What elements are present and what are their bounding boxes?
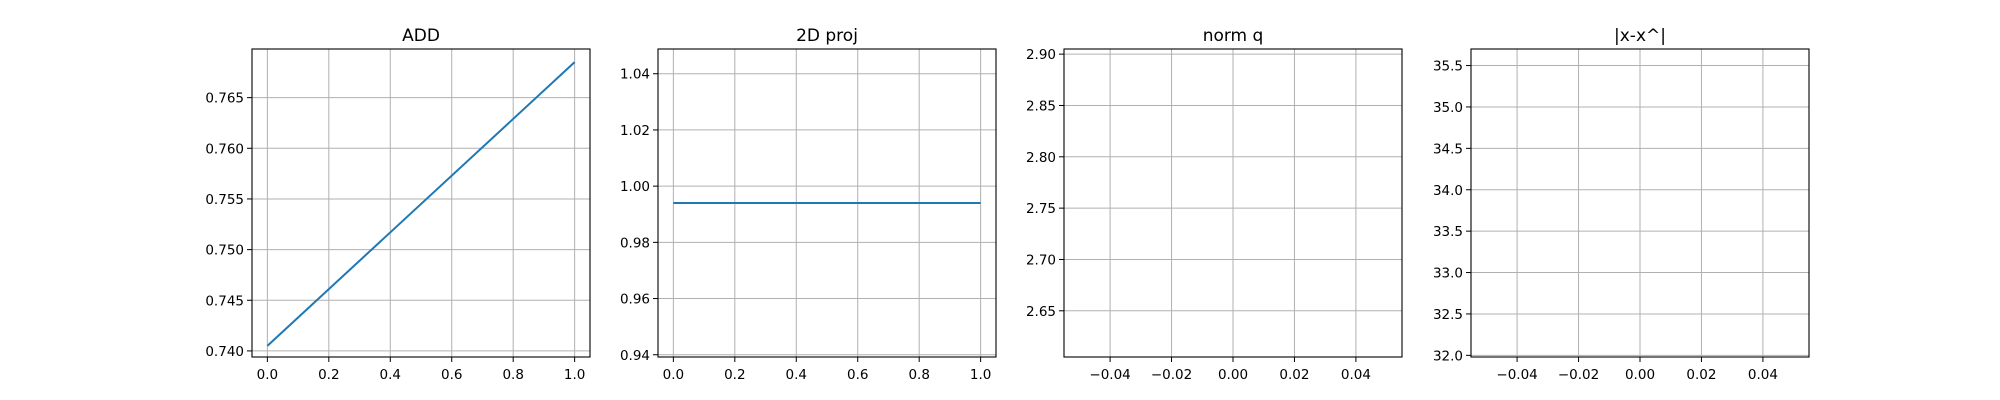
y-tick-label: 35.0 (1433, 100, 1463, 116)
y-tick-label: 0.755 (205, 192, 244, 208)
y-tick-label: 2.80 (1026, 150, 1056, 166)
x-tick-label: 0.8 (908, 367, 929, 383)
y-tick-label: 0.750 (205, 243, 244, 259)
x-tick-label: 0.02 (1686, 367, 1716, 383)
x-tick-label: −0.02 (1151, 367, 1192, 383)
y-tick-label: 32.5 (1433, 307, 1463, 323)
x-tick-label: −0.04 (1089, 367, 1130, 383)
x-tick-label: 0.0 (257, 367, 278, 383)
x-tick-label: 0.2 (318, 367, 339, 383)
x-tick-label: −0.02 (1558, 367, 1599, 383)
y-tick-label: 2.70 (1026, 252, 1056, 268)
x-tick-label: −0.04 (1496, 367, 1537, 383)
subplot-1: 0.0 0.2 0.4 0.6 0.8 1.0 0.740 0.745 0.750 0.755 0.… (205, 26, 591, 383)
subplot-grid: 0.0 0.2 0.4 0.6 0.8 1.0 0.740 0.745 0.750 0.755 0.… (205, 26, 1810, 383)
y-tick-label: 32.0 (1433, 348, 1463, 364)
y-tick-label: 2.75 (1026, 201, 1056, 217)
x-tick-label: 0.04 (1341, 367, 1371, 383)
y-tick-label: 0.760 (205, 141, 244, 157)
x-tick-label: 1.0 (564, 367, 585, 383)
subplot-4: −0.04 −0.02 0.00 0.02 0.04 32.0 32.5 33.0 33.5 34… (1433, 26, 1810, 383)
y-tick-label: 2.85 (1026, 98, 1056, 114)
axes-frame (251, 48, 591, 358)
subplot-title: norm q (1203, 26, 1264, 46)
x-tick-label: 0.4 (380, 367, 401, 383)
x-tick-label: 0.8 (502, 367, 523, 383)
y-tick-label: 0.765 (205, 91, 244, 107)
y-tick-label: 33.5 (1433, 224, 1463, 240)
y-tick-label: 35.5 (1433, 59, 1463, 75)
y-tick-label: 1.04 (620, 67, 650, 83)
x-tick-label: 0.6 (847, 367, 868, 383)
y-tick-label: 1.02 (620, 123, 650, 139)
y-tick-label: 2.65 (1026, 304, 1056, 320)
y-tick-label: 1.00 (620, 179, 650, 195)
y-tick-label: 34.5 (1433, 141, 1463, 157)
subplot-title: ADD (402, 26, 440, 46)
subplot-title: 2D proj (796, 26, 858, 46)
x-tick-label: 1.0 (970, 367, 991, 383)
y-tick-label: 0.96 (620, 292, 650, 308)
x-tick-label: 0.6 (441, 367, 462, 383)
y-tick-label: 0.740 (205, 344, 244, 360)
subplot-2: 0.0 0.2 0.4 0.6 0.8 1.0 0.94 0.96 0.98 1.00 1.02 1.… (620, 26, 997, 383)
x-tick-label: 0.00 (1625, 367, 1655, 383)
axes-frame (657, 48, 997, 358)
y-tick-label: 34.0 (1433, 183, 1463, 199)
series-line (266, 61, 576, 347)
y-tick-label: 0.94 (620, 348, 650, 364)
subplot-3: −0.04 −0.02 0.00 0.02 0.04 2.65 2.70 2.75 2.80 2.… (1026, 26, 1403, 383)
y-tick-label: 0.98 (620, 235, 650, 251)
x-tick-label: 0.2 (724, 367, 745, 383)
x-tick-label: 0.02 (1279, 367, 1309, 383)
x-tick-label: 0.00 (1218, 367, 1248, 383)
y-tick-label: 2.90 (1026, 47, 1056, 63)
x-tick-label: 0.04 (1748, 367, 1778, 383)
x-tick-label: 0.4 (786, 367, 807, 383)
y-tick-label: 33.0 (1433, 266, 1463, 282)
y-tick-label: 0.745 (205, 293, 244, 309)
subplot-title: |x-x^| (1614, 26, 1666, 46)
x-tick-label: 0.0 (663, 367, 684, 383)
